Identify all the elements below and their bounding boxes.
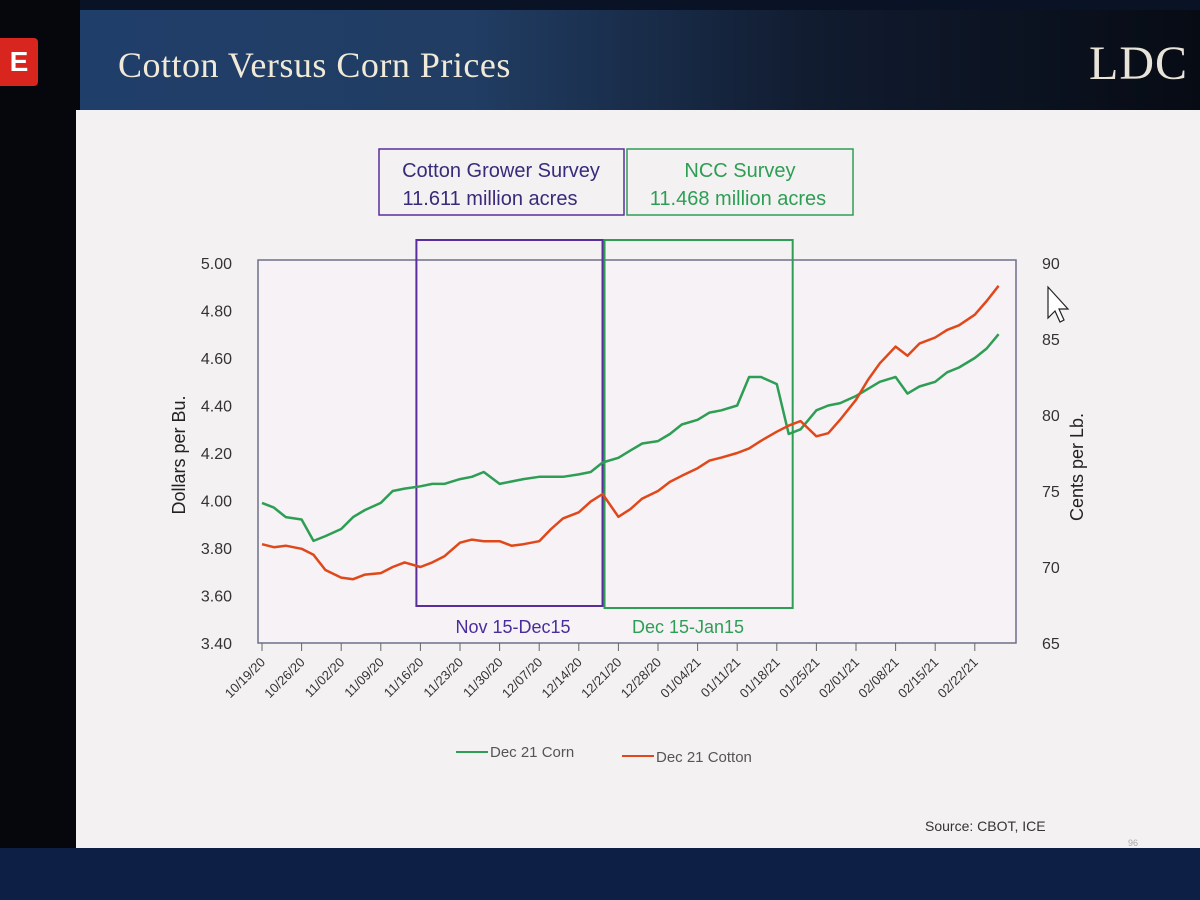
x-tick-label: 02/15/21 [895,655,941,701]
x-tick-marks [261,643,976,651]
x-tick-label: 12/07/20 [499,655,545,701]
y-tick-label: 3.80 [201,541,232,558]
cotton-survey-window [415,239,604,607]
ldc-logo: LDC [1089,37,1188,90]
x-tick-labels: 10/19/2010/26/2011/02/2011/09/2011/16/20… [222,655,981,701]
window-label-cotton: Nov 15-Dec15 [455,617,570,637]
x-tick-label: 10/19/20 [222,655,268,701]
y-tick-label: 5.00 [201,256,232,273]
y-axis-label: Dollars per Bu. [169,395,189,514]
y2-tick-label: 75 [1042,484,1060,501]
x-tick-label: 01/04/21 [657,655,703,701]
x-tick-label: 01/25/21 [776,655,822,701]
page-number: 96 [1128,838,1139,848]
x-tick-label: 12/28/20 [618,655,664,701]
corn-series-line [261,333,1000,543]
series-lines [261,285,1000,581]
ncc-survey-box [626,148,854,216]
source-note: Source: CBOT, ICE [925,818,1046,834]
x-tick-label: 02/22/21 [935,655,981,701]
cotton-survey-title: Cotton Grower Survey [402,160,600,182]
y-tick-label: 4.00 [201,494,232,511]
y-tick-label: 3.40 [201,636,232,653]
legend-cotton-label: Dec 21 Cotton [656,749,752,766]
y2-tick-labels: 90 85 80 75 70 65 [1042,256,1060,653]
x-tick-label: 11/16/20 [381,655,427,701]
y2-tick-label: 65 [1042,636,1060,653]
y-tick-label: 4.80 [201,304,232,321]
slide-header [80,10,1200,110]
ncc-survey-title: NCC Survey [684,160,795,182]
y-tick-label: 3.60 [201,589,232,606]
y2-tick-label: 90 [1042,256,1060,273]
y2-tick-label: 85 [1042,332,1060,349]
y-tick-labels: 5.00 4.80 4.60 4.40 4.20 4.00 3.80 3.60 3.40 [201,256,232,653]
cotton-survey-box [378,148,625,216]
x-tick-label: 01/11/21 [698,655,744,701]
y2-axis-label: Cents per Lb. [1067,413,1087,521]
x-tick-label: 12/14/20 [539,655,585,701]
x-tick-label: 02/01/21 [816,655,862,701]
app-badge-icon[interactable]: E [0,38,38,86]
cotton-series-line [261,285,1000,581]
x-tick-label: 12/21/20 [578,655,624,701]
y-tick-label: 4.20 [201,446,232,463]
x-tick-label: 01/18/21 [737,655,783,701]
x-tick-label: 11/23/20 [420,655,466,701]
x-tick-label: 11/09/20 [341,655,387,701]
mouse-cursor-icon [1047,285,1070,323]
x-tick-label: 11/30/20 [460,655,506,701]
bottom-bar [0,848,1200,900]
y2-tick-label: 70 [1042,560,1060,577]
cotton-survey-value: 11.611 million acres [403,188,578,210]
legend-corn-label: Dec 21 Corn [490,744,574,761]
x-tick-label: 10/26/20 [261,655,307,701]
left-edge [0,0,80,900]
slide-title: Cotton Versus Corn Prices [118,45,511,85]
window-label-ncc: Dec 15-Jan15 [632,617,744,637]
y-tick-label: 4.40 [201,399,232,416]
y-tick-label: 4.60 [201,351,232,368]
ncc-survey-value: 11.468 million acres [650,188,826,210]
x-tick-label: 11/02/20 [302,655,348,701]
y2-tick-label: 80 [1042,408,1060,425]
plot-area [257,259,1017,644]
x-tick-label: 02/08/21 [855,655,901,701]
